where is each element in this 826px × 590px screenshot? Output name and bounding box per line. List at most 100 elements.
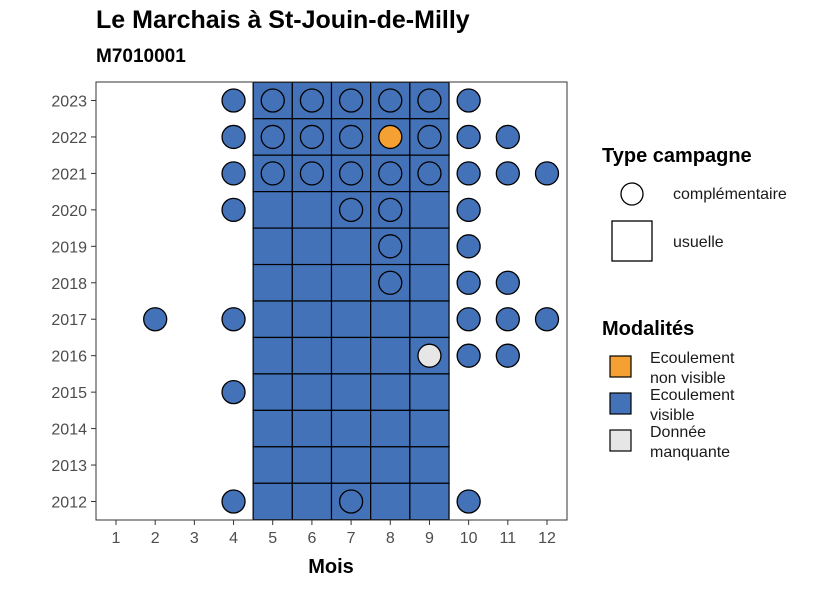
usuelle-cell-2018-7 (330, 263, 372, 302)
complementaire-point-2015-4 (221, 379, 246, 405)
complementaire-point-2022-9 (417, 124, 442, 150)
usuelle-cell-2015-9 (409, 373, 450, 411)
usuelle-cell-2018-9 (409, 263, 450, 302)
y-tick-label: 2014 (51, 422, 87, 439)
usuelle-squares (252, 81, 450, 521)
complementaire-point-2012-10 (456, 489, 481, 514)
usuelle-cell-2014-8 (370, 409, 411, 448)
x-tick-label: 5 (268, 530, 277, 547)
x-tick-label: 8 (386, 530, 395, 547)
usuelle-cell-2019-7 (330, 227, 372, 266)
usuelle-cell-2017-5 (252, 300, 293, 339)
usuelle-cell-2013-8 (370, 446, 411, 484)
usuelle-cell-2017-7 (330, 300, 372, 339)
complementaire-point-2022-11 (495, 124, 520, 150)
y-tick-label: 2018 (51, 276, 87, 293)
complementaire-point-2018-11 (495, 270, 520, 295)
usuelle-cell-2016-8 (370, 336, 411, 375)
x-tick-label: 2 (151, 530, 160, 547)
usuelle-cell-2013-7 (330, 446, 372, 484)
y-tick-label: 2019 (51, 239, 87, 256)
usuelle-cell-2012-5 (252, 482, 293, 521)
y-tick-label: 2020 (51, 203, 87, 220)
x-axis-label: Mois (308, 556, 354, 578)
complementaire-point-2021-10 (456, 161, 481, 186)
usuelle-cell-2018-6 (291, 263, 333, 302)
x-tick-label: 12 (538, 530, 556, 547)
complementaire-point-2012-4 (221, 489, 246, 514)
usuelle-cell-2020-9 (409, 191, 450, 229)
complementaire-point-2022-4 (221, 124, 246, 150)
usuelle-cell-2012-6 (291, 482, 333, 521)
complementaire-point-2016-11 (495, 343, 520, 368)
y-tick-label: 2015 (51, 385, 87, 402)
usuelle-cell-2014-5 (252, 409, 293, 448)
complementaire-point-2018-10 (456, 270, 481, 295)
axes: 1 2 3 4 5 6 7 8 9 10 11 122012201320142015201620172… (51, 94, 556, 548)
legend-modalite-label-line1: Donnée (650, 424, 706, 441)
legend-type-title: Type campagne (602, 145, 752, 167)
complementaire-point-2023-8 (378, 88, 403, 113)
usuelle-cell-2016-7 (330, 336, 372, 375)
complementaire-point-2021-4 (221, 161, 246, 186)
legend-modalite-label-line1: Ecoulement (650, 387, 735, 404)
y-tick-label: 2016 (51, 349, 87, 366)
y-tick-label: 2017 (51, 312, 87, 329)
complementaire-circles (143, 88, 560, 514)
complementaire-point-2016-10 (456, 343, 481, 368)
y-tick-label: 2012 (51, 495, 87, 512)
complementaire-point-2022-5 (260, 124, 285, 150)
complementaire-point-2019-10 (456, 234, 481, 259)
usuelle-cell-2014-6 (291, 409, 333, 448)
usuelle-cell-2019-6 (291, 227, 333, 266)
complementaire-point-2023-7 (338, 88, 364, 113)
complementaire-point-2016-9 (417, 343, 442, 368)
panel-frame (95, 81, 568, 521)
legend-modalite-label-line1: Ecoulement (650, 350, 735, 367)
complementaire-point-2020-10 (456, 197, 481, 223)
complementaire-point-2017-12 (534, 307, 560, 332)
complementaire-point-2017-11 (495, 307, 520, 332)
legend-complementaire-key (620, 182, 644, 206)
legend-usuelle-label: usuelle (673, 234, 724, 251)
complementaire-point-2017-10 (456, 307, 481, 332)
usuelle-cell-2016-5 (252, 336, 293, 375)
x-tick-label: 11 (500, 530, 517, 547)
complementaire-point-2020-4 (221, 197, 246, 223)
usuelle-cell-2015-6 (291, 373, 333, 411)
usuelle-cell-2019-5 (252, 227, 293, 266)
chart-subtitle: M7010001 (96, 46, 186, 67)
complementaire-point-2023-6 (299, 88, 325, 113)
complementaire-point-2023-9 (417, 88, 442, 113)
panel-border (95, 81, 568, 521)
complementaire-point-2022-7 (338, 124, 364, 150)
complementaire-point-2021-9 (417, 161, 442, 186)
complementaire-point-2020-7 (338, 197, 364, 223)
usuelle-cell-2014-7 (330, 409, 372, 448)
complementaire-point-2022-8 (378, 124, 403, 150)
complementaire-point-2018-8 (378, 270, 403, 295)
usuelle-cell-2018-5 (252, 263, 293, 302)
complementaire-point-2022-6 (299, 124, 325, 150)
usuelle-cell-2016-6 (291, 336, 333, 375)
complementaire-point-2023-10 (456, 88, 481, 113)
complementaire-point-2019-8 (378, 234, 403, 259)
legend-complementaire-label: complémentaire (673, 186, 787, 203)
complementaire-point-2021-12 (534, 161, 560, 186)
x-tick-label: 4 (229, 530, 238, 547)
x-tick-label: 3 (190, 530, 199, 547)
usuelle-cell-2017-6 (291, 300, 333, 339)
x-tick-label: 7 (347, 530, 356, 547)
complementaire-point-2021-6 (299, 161, 325, 186)
x-tick-label: 10 (460, 530, 478, 547)
complementaire-point-2017-4 (221, 307, 246, 332)
usuelle-cell-2013-6 (291, 446, 333, 484)
legend-modalites-title: Modalités (602, 318, 694, 340)
x-tick-label: 6 (307, 530, 316, 547)
complementaire-point-2023-5 (260, 88, 285, 113)
legend-modalite-swatch (609, 355, 632, 378)
complementaire-point-2021-11 (495, 161, 520, 186)
y-tick-label: 2013 (51, 458, 87, 475)
usuelle-cell-2014-9 (409, 409, 450, 448)
